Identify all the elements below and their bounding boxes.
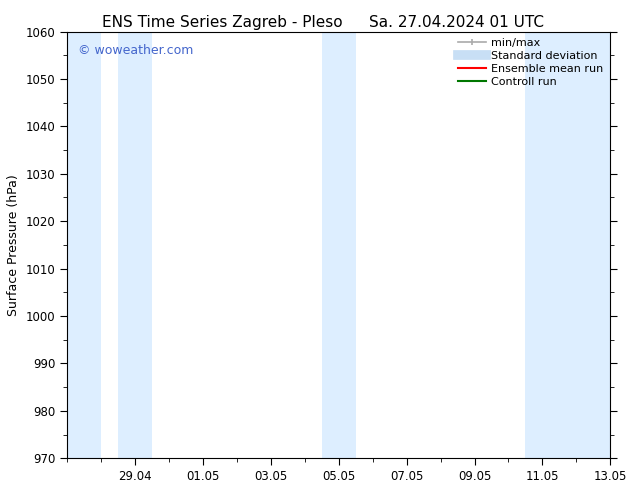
Text: ENS Time Series Zagreb - Pleso: ENS Time Series Zagreb - Pleso [101, 15, 342, 30]
Text: © woweather.com: © woweather.com [78, 45, 193, 57]
Text: Sa. 27.04.2024 01 UTC: Sa. 27.04.2024 01 UTC [369, 15, 544, 30]
Bar [526, 31, 611, 458]
Bar [321, 31, 356, 458]
Y-axis label: Surface Pressure (hPa): Surface Pressure (hPa) [7, 174, 20, 316]
Bar [67, 31, 101, 458]
Bar [118, 31, 152, 458]
Legend: min/max, Standard deviation, Ensemble mean run, Controll run: min/max, Standard deviation, Ensemble me… [454, 34, 608, 91]
